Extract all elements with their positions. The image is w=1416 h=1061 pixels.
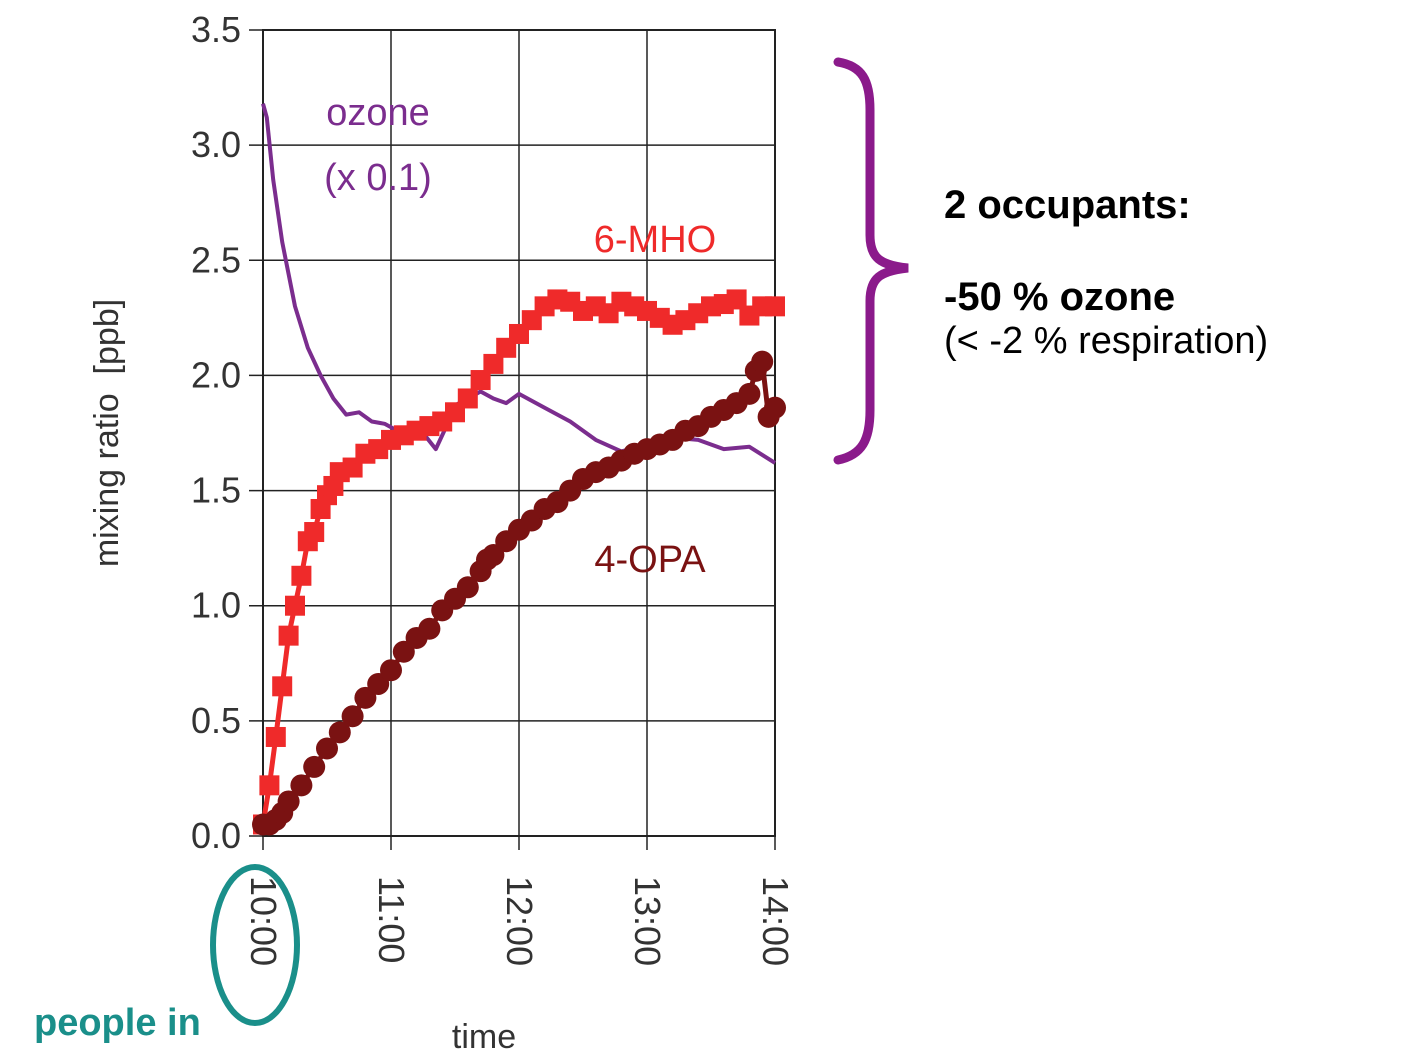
data-point xyxy=(328,721,351,744)
axes xyxy=(262,29,776,837)
x-tick-label: 11:00 xyxy=(371,876,412,963)
data-point xyxy=(304,522,325,543)
data-point xyxy=(738,382,761,405)
data-point xyxy=(456,576,479,599)
x-axis-label: time xyxy=(452,1018,516,1056)
y-tick-label: 0.0 xyxy=(191,815,241,856)
y-tick-label: 2.0 xyxy=(191,354,241,395)
x-tick-label: 12:00 xyxy=(499,876,540,966)
data-point xyxy=(751,350,774,373)
data-point xyxy=(764,396,786,419)
series-label-4-opa: 4-OPA xyxy=(594,539,706,581)
y-tick-label: 2.5 xyxy=(191,239,241,280)
x-tick-label: 13:00 xyxy=(627,876,668,966)
data-point xyxy=(418,617,441,640)
data-point xyxy=(272,676,293,697)
x-tick-label: 14:00 xyxy=(755,876,796,966)
y-tick-label: 1.5 xyxy=(191,470,241,511)
series-2 xyxy=(252,350,786,836)
data-point xyxy=(316,737,338,760)
data-point xyxy=(303,755,326,778)
data-point xyxy=(482,544,505,567)
curly-brace xyxy=(833,57,909,465)
data-point xyxy=(726,289,747,310)
series-label-ozone: ozone xyxy=(326,92,430,134)
plot-frame xyxy=(262,29,776,837)
data-point xyxy=(291,565,312,586)
data-point xyxy=(290,774,313,797)
data-point xyxy=(392,640,415,663)
data-point xyxy=(470,370,491,391)
data-point xyxy=(367,673,390,696)
data-point xyxy=(265,726,286,747)
people-in-label: people in xyxy=(34,1002,201,1044)
x-tick-label: 10:00 xyxy=(243,876,284,966)
data-point xyxy=(765,296,785,317)
y-axis-label: mixing ratio [ppb] xyxy=(88,299,126,567)
data-point xyxy=(341,705,364,728)
start-time-highlight-ellipse xyxy=(210,864,300,1026)
series-1 xyxy=(253,289,785,835)
y-tick-label: 3.5 xyxy=(191,9,241,50)
y-tick-label: 1.0 xyxy=(191,585,241,626)
data-point xyxy=(285,595,305,616)
data-point xyxy=(277,790,300,813)
y-tick-label: 3.0 xyxy=(191,124,241,165)
labels: 0.0 0.5 1.0 1.5 2.0 2.5 3.0 3.5 10:00 11:00 12:00 1… xyxy=(88,9,796,1056)
series-label-6-mho: 6-MHO xyxy=(594,219,716,261)
data-point xyxy=(354,686,377,709)
data-point xyxy=(278,625,299,646)
data-point xyxy=(380,659,402,682)
y-tick-label: 0.5 xyxy=(191,700,241,741)
series-label-ozone-scale: (x 0.1) xyxy=(324,157,432,199)
annotation-respiration: (< -2 % respiration) xyxy=(944,320,1269,362)
annotation-ozone-reduction: -50 % ozone xyxy=(944,275,1176,319)
data-point xyxy=(457,388,478,409)
data-point xyxy=(483,353,504,374)
series-group xyxy=(252,103,786,836)
data-point xyxy=(259,775,280,796)
annotation-title: 2 occupants: xyxy=(944,183,1191,227)
